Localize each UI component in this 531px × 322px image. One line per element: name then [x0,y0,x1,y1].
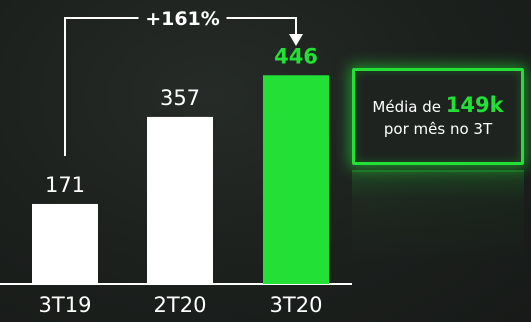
growth-bracket-left [64,17,139,156]
category-label-3t19: 3T19 [39,293,92,317]
category-label-3t20: 3T20 [270,293,323,317]
bar-2t20 [147,116,213,284]
value-label-3t20: 446 [274,44,318,68]
value-label-2t20: 357 [160,86,200,110]
growth-arrowhead [289,34,303,46]
bar-3t20 [263,75,329,284]
callout-prefix: Média de [372,97,441,116]
monthly-average-callout: Média de 149k por mês no 3T [352,68,524,165]
growth-label: +161% [145,8,220,30]
callout-line-1: Média de 149k [372,94,503,118]
callout-reflection [352,170,524,262]
value-label-3t19: 171 [45,173,85,197]
callout-highlight-value: 149k [445,92,504,117]
growth-bracket-right [226,17,297,34]
callout-line-2: por mês no 3T [383,119,493,138]
bar-3t19 [32,203,98,284]
category-label-2t20: 2T20 [154,293,207,317]
